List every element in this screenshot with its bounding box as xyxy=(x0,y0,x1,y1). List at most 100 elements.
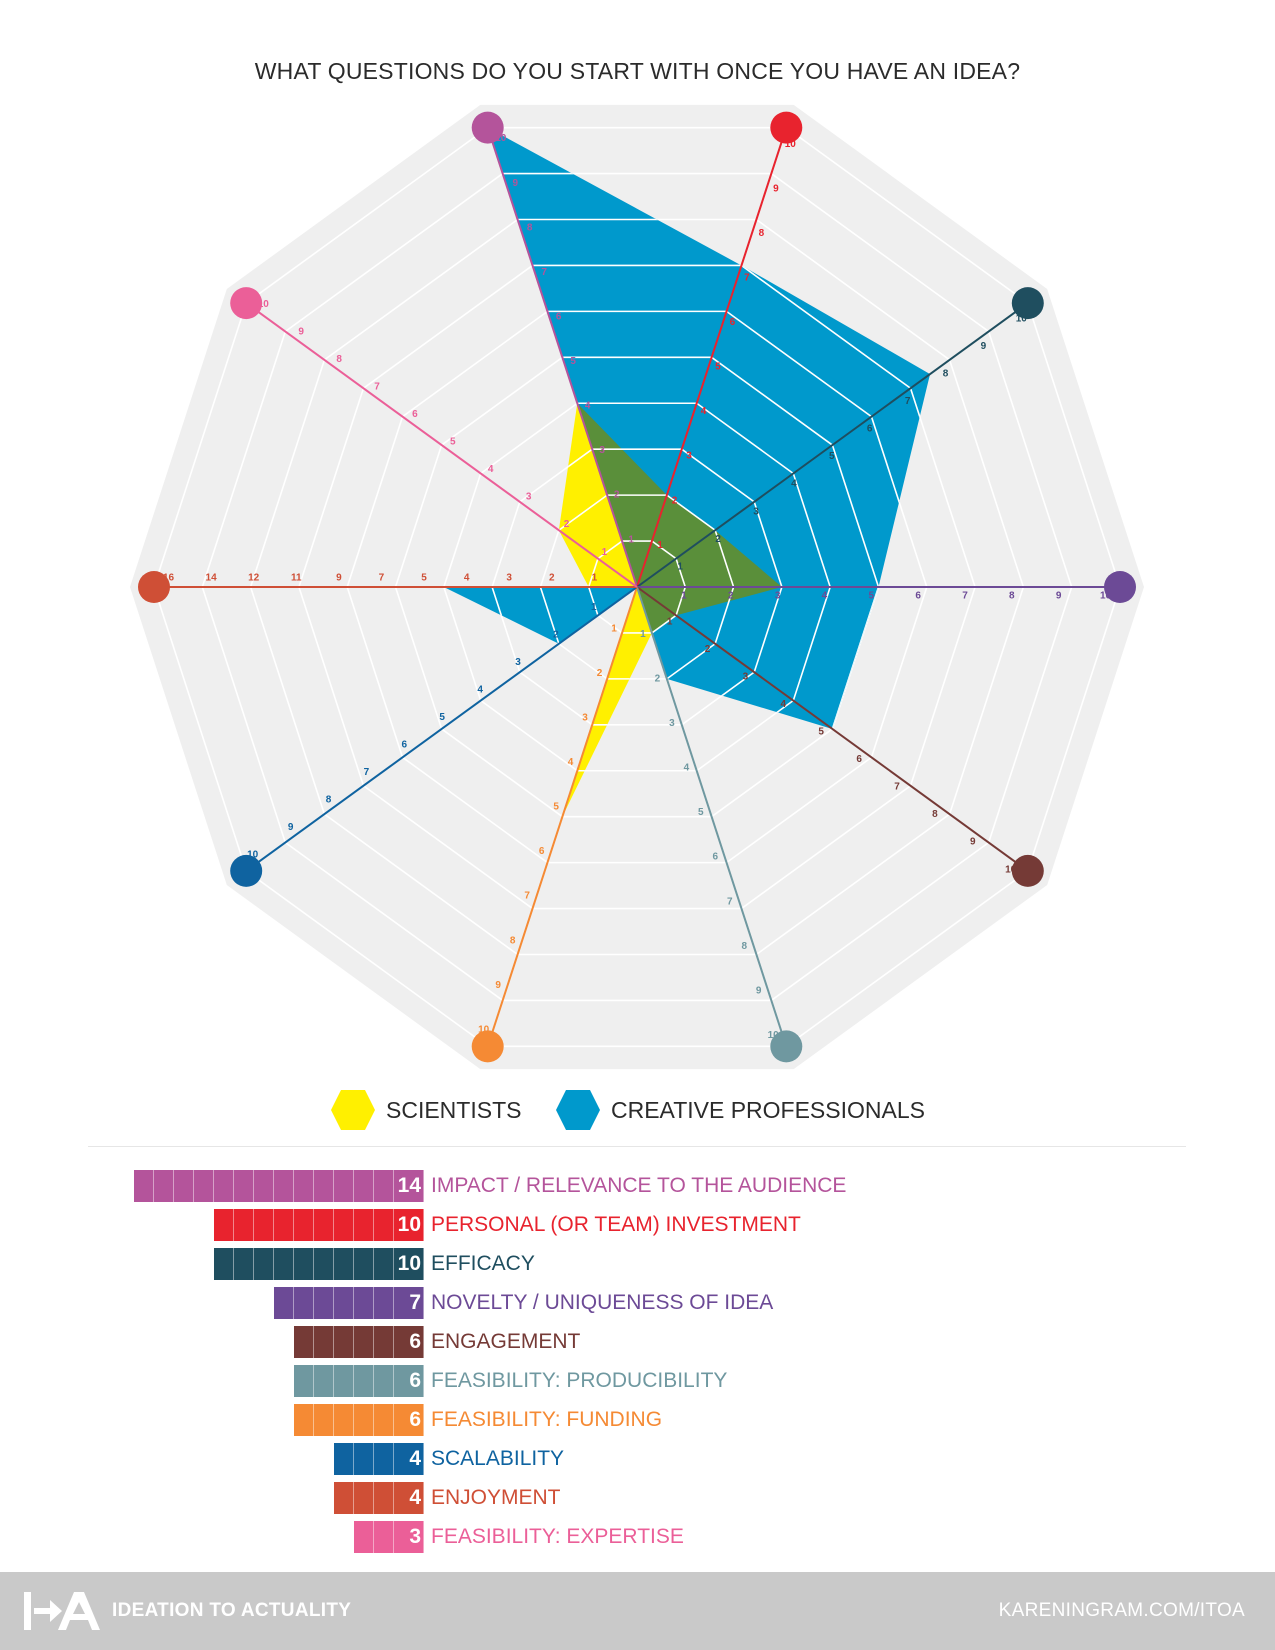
axis-tick-label: 2 xyxy=(614,490,620,501)
totals-row: 6 ENGAGEMENT xyxy=(0,1326,1275,1358)
totals-bar-cell xyxy=(154,1170,174,1202)
axis-tick-label: 3 xyxy=(775,591,781,602)
totals-bar-cell xyxy=(334,1443,354,1475)
totals-bar-cell xyxy=(274,1287,294,1319)
axis-end-dot-1 xyxy=(471,111,504,144)
totals-label: PERSONAL (OR TEAM) INVESTMENT xyxy=(431,1213,801,1236)
totals-bar xyxy=(354,1521,424,1553)
totals-row: 4 ENJOYMENT xyxy=(0,1482,1275,1514)
totals-value: 14 xyxy=(397,1174,421,1197)
totals-bar-cell xyxy=(374,1443,394,1475)
totals-bar-cell xyxy=(354,1443,374,1475)
axis-end-dot-5 xyxy=(1011,854,1044,887)
brand-name: IDEATION TO ACTUALITY xyxy=(112,1600,352,1621)
totals-row: 7 NOVELTY / UNIQUENESS OF IDEA xyxy=(0,1287,1275,1319)
axis-tick-label: 4 xyxy=(568,757,574,768)
axis-tick-label: 14 xyxy=(206,573,218,584)
axis-tick-label: 5 xyxy=(869,591,875,602)
totals-bar xyxy=(214,1209,424,1241)
totals-bar-cell xyxy=(314,1170,334,1202)
totals-bar-cell xyxy=(294,1209,314,1241)
totals-bar-cell xyxy=(214,1248,234,1280)
axis-tick-label: 4 xyxy=(684,763,690,774)
totals-label: FEASIBILITY: EXPERTISE xyxy=(431,1525,684,1548)
axis-tick-label: 1 xyxy=(628,534,634,545)
radar-grid-ring-overlay xyxy=(443,356,880,817)
axis-tick-label: 9 xyxy=(970,837,976,848)
axis-end-dot-10 xyxy=(230,287,263,320)
axis-tick-label: 9 xyxy=(298,327,304,338)
totals-bar-cell xyxy=(394,1365,424,1397)
totals-bar xyxy=(334,1482,424,1514)
axis-tick-label: 6 xyxy=(539,846,545,857)
totals-value: 4 xyxy=(409,1486,421,1509)
totals-bar-cell xyxy=(254,1209,274,1241)
legend-label-creative-professionals: CREATIVE PROFESSIONALS xyxy=(611,1096,925,1123)
axis-tick-label: 4 xyxy=(791,479,797,490)
axis-end-dot-9 xyxy=(138,571,170,603)
axis-tick-label: 8 xyxy=(1009,591,1015,602)
axis-tick-label: 8 xyxy=(759,228,765,239)
axis-tick-label: 2 xyxy=(715,534,721,545)
totals-value: 3 xyxy=(409,1525,421,1548)
radar-grid-ring-overlay xyxy=(443,264,931,817)
axis-tick-label: 2 xyxy=(549,573,555,584)
axis-tick-label: 2 xyxy=(672,495,678,506)
series-polygon-creative-professionals xyxy=(443,127,931,729)
axis-tick-label: 1 xyxy=(602,547,608,558)
axis-tick-label: 7 xyxy=(894,782,900,793)
totals-bar-cell xyxy=(194,1170,214,1202)
axis-tick-label: 11 xyxy=(291,573,302,584)
totals-label: NOVELTY / UNIQUENESS OF IDEA xyxy=(431,1291,774,1314)
totals-bar-cell xyxy=(214,1209,234,1241)
totals-bar-cell xyxy=(374,1170,394,1202)
totals-value: 6 xyxy=(409,1369,421,1392)
axis-tick-label: 8 xyxy=(510,935,516,946)
legend-label-scientists: SCIENTISTS xyxy=(386,1096,522,1123)
axis-tick-label: 3 xyxy=(506,573,512,584)
axis-tick-label: 7 xyxy=(374,382,380,393)
totals-bar-cell xyxy=(234,1209,254,1241)
totals-bar-cell xyxy=(374,1521,394,1553)
axis-tick-label: 8 xyxy=(326,795,332,806)
totals-bar-cell xyxy=(354,1521,374,1553)
totals-label: FEASIBILITY: PRODUCIBILITY xyxy=(431,1369,728,1392)
totals-bar-cell xyxy=(294,1287,314,1319)
totals-bar-cell xyxy=(374,1209,394,1241)
chart-title: WHAT QUESTIONS DO YOU START WITH ONCE YO… xyxy=(254,58,1021,84)
totals-bar-cell xyxy=(274,1170,294,1202)
totals-bar-cell xyxy=(354,1287,374,1319)
axis-tick-label: 2 xyxy=(564,519,570,530)
totals-bar xyxy=(294,1326,424,1358)
totals-bar xyxy=(294,1404,424,1436)
axis-end-dot-3 xyxy=(1011,287,1044,320)
axis-tick-label: 6 xyxy=(867,424,873,435)
totals-bar-cell xyxy=(134,1170,154,1202)
axis-tick-label: 9 xyxy=(756,985,762,996)
axis-tick-label: 2 xyxy=(728,591,734,602)
axis-tick-label: 8 xyxy=(742,941,748,952)
axis-tick-label: 1 xyxy=(592,573,598,584)
axis-tick-label: 1 xyxy=(667,616,673,627)
site-url[interactable]: KARENINGRAM.COM/ITOA xyxy=(998,1600,1245,1621)
axis-tick-label: 8 xyxy=(336,354,342,365)
totals-bar-cell xyxy=(354,1326,374,1358)
axis-tick-label: 5 xyxy=(553,802,559,813)
axis-tick-label: 1 xyxy=(681,591,687,602)
totals-value: 10 xyxy=(397,1213,421,1236)
totals-bar-cell xyxy=(394,1404,424,1436)
totals-value: 7 xyxy=(409,1291,421,1314)
totals-bar-cell xyxy=(374,1248,394,1280)
legend-swatch-scientists xyxy=(331,1090,375,1130)
totals-bar-cell xyxy=(394,1326,424,1358)
footer: IDEATION TO ACTUALITY KARENINGRAM.COM/IT… xyxy=(0,1572,1275,1650)
totals-bar xyxy=(294,1365,424,1397)
series-overlap-polygon xyxy=(577,403,782,633)
axis-line-3 xyxy=(636,302,1029,588)
axis-line-7 xyxy=(486,586,638,1047)
axis-end-dot-6 xyxy=(770,1030,803,1063)
totals-bar-cell xyxy=(234,1170,254,1202)
axis-tick-label: 7 xyxy=(744,273,750,284)
axis-end-dot-4 xyxy=(1104,571,1136,603)
axis-tick-label: 6 xyxy=(856,754,862,765)
